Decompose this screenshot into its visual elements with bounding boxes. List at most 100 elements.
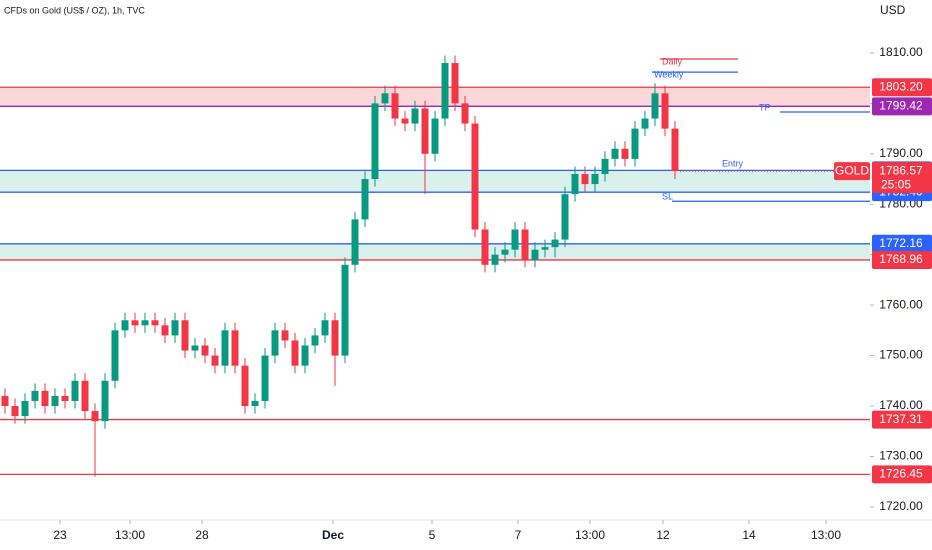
level-tag-label: 1768.96 bbox=[879, 252, 923, 266]
candle-body bbox=[151, 320, 159, 326]
candle-body bbox=[431, 118, 439, 154]
candle-body bbox=[541, 247, 549, 250]
candle-body bbox=[631, 128, 639, 159]
level-tag-label: 1772.16 bbox=[879, 236, 923, 250]
level-tag-label: 1803.20 bbox=[879, 79, 923, 93]
x-tick-label: 13:00 bbox=[575, 528, 605, 542]
candle-body bbox=[1, 395, 9, 407]
candle-body bbox=[551, 239, 559, 248]
y-tick-label: 1760.00 bbox=[879, 297, 923, 311]
candle-body bbox=[661, 93, 669, 129]
level-tag bbox=[872, 78, 932, 97]
candle-body bbox=[261, 355, 269, 401]
candle-body bbox=[61, 395, 69, 401]
candle-body bbox=[351, 219, 359, 265]
level-tag bbox=[872, 97, 932, 116]
zone-band bbox=[0, 87, 870, 107]
candle-body bbox=[91, 411, 99, 422]
candle-body bbox=[641, 118, 649, 129]
candle-body bbox=[571, 174, 579, 195]
candle-body bbox=[71, 380, 79, 401]
candle-body bbox=[121, 320, 129, 331]
candle-body bbox=[341, 264, 349, 356]
x-tick-label: 13:00 bbox=[115, 528, 145, 542]
candle-body bbox=[31, 390, 39, 401]
level-tag bbox=[872, 250, 932, 269]
chart-title: CFDs on Gold (US$ / OZ), 1h, TVC bbox=[4, 5, 145, 15]
y-tick-label: 1810.00 bbox=[879, 45, 923, 59]
candle-body bbox=[371, 103, 379, 180]
candle-body bbox=[671, 128, 679, 172]
candle-body bbox=[131, 320, 139, 326]
candle-body bbox=[281, 330, 289, 341]
zone-band bbox=[0, 170, 870, 193]
candle-body bbox=[251, 400, 259, 407]
candle-body bbox=[511, 229, 519, 250]
candle-body bbox=[501, 249, 509, 255]
x-tick-label: 12 bbox=[656, 528, 670, 542]
symbol-tag-label: GOLD bbox=[835, 163, 869, 177]
x-tick-label: 14 bbox=[742, 528, 756, 542]
candle-body bbox=[161, 325, 169, 336]
candle-body bbox=[201, 345, 209, 356]
candle-body bbox=[561, 194, 569, 240]
candle-body bbox=[471, 123, 479, 230]
candle-body bbox=[181, 320, 189, 351]
level-tag-label: 1726.45 bbox=[879, 467, 923, 481]
candle-body bbox=[141, 320, 149, 326]
candle-body bbox=[231, 330, 239, 366]
x-tick-label: 5 bbox=[429, 528, 436, 542]
candle-body bbox=[381, 93, 389, 104]
candle-body bbox=[111, 330, 119, 381]
candle-body bbox=[241, 365, 249, 407]
level-tag-label: 1799.42 bbox=[879, 98, 923, 112]
candle-body bbox=[361, 179, 369, 220]
candle-body bbox=[311, 335, 319, 346]
annotation-label: Weekly bbox=[654, 69, 684, 79]
candle-body bbox=[481, 229, 489, 265]
candle-body bbox=[81, 380, 89, 412]
y-tick-label: 1750.00 bbox=[879, 348, 923, 362]
candle-body bbox=[581, 174, 589, 185]
y-tick-label: 1740.00 bbox=[879, 398, 923, 412]
x-tick-label: 28 bbox=[195, 528, 209, 542]
candle-body bbox=[451, 63, 459, 104]
candle-body bbox=[321, 320, 329, 336]
candle-body bbox=[391, 93, 399, 119]
y-tick-label: 1730.00 bbox=[879, 449, 923, 463]
annotation-label: TP bbox=[759, 102, 771, 112]
candle-body bbox=[211, 355, 219, 366]
annotation-label: Daily bbox=[662, 56, 683, 66]
candle-body bbox=[401, 118, 409, 124]
currency: USD bbox=[880, 3, 906, 17]
annotation-label: Entry bbox=[722, 158, 744, 168]
candle-body bbox=[441, 63, 449, 119]
candle-body bbox=[521, 229, 529, 260]
y-tick-label: 1790.00 bbox=[879, 146, 923, 160]
x-tick-label: 7 bbox=[515, 528, 522, 542]
candle-body bbox=[591, 174, 599, 185]
candle-body bbox=[411, 108, 419, 124]
candle-body bbox=[171, 320, 179, 336]
candle-body bbox=[291, 340, 299, 366]
candle-body bbox=[21, 400, 29, 417]
x-tick-label: Dec bbox=[322, 528, 344, 542]
level-tag bbox=[872, 465, 932, 484]
candle-body bbox=[531, 249, 539, 260]
candle-body bbox=[301, 345, 309, 366]
candle-body bbox=[331, 320, 339, 356]
price-tag-label: 1786.57 bbox=[879, 163, 923, 177]
annotation-label: SL bbox=[662, 192, 673, 202]
level-tag bbox=[872, 410, 932, 429]
candle-body bbox=[601, 158, 609, 175]
candle-body bbox=[41, 390, 49, 407]
candle-body bbox=[271, 330, 279, 356]
y-tick-label: 1720.00 bbox=[879, 499, 923, 513]
x-tick-label: 23 bbox=[53, 528, 67, 542]
x-tick-label: 13:00 bbox=[811, 528, 841, 542]
candle-body bbox=[461, 103, 469, 124]
candle-body bbox=[11, 406, 19, 417]
symbol-tag bbox=[834, 162, 870, 181]
candle-body bbox=[491, 254, 499, 265]
